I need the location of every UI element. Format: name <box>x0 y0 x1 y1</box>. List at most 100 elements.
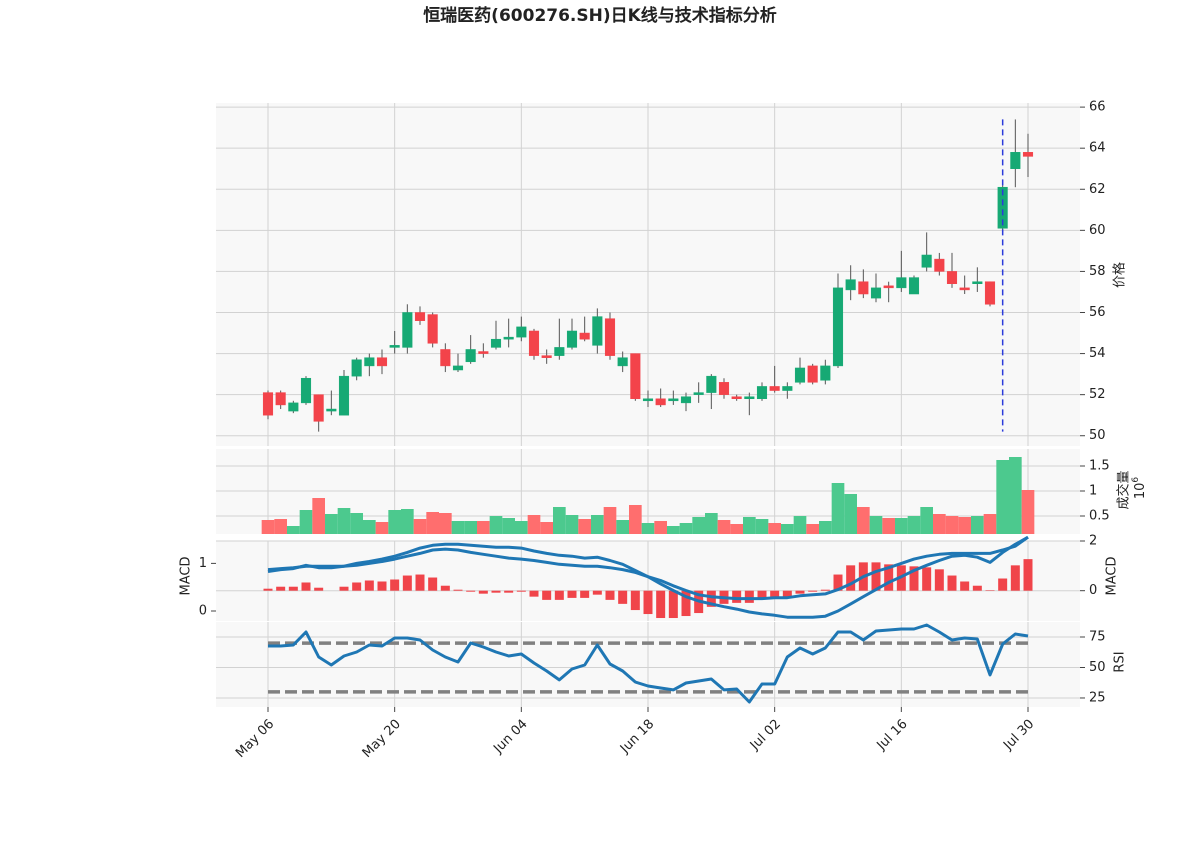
macd-histogram-bar <box>504 590 514 593</box>
candle-body <box>883 285 894 289</box>
macd-histogram-bar <box>314 587 324 591</box>
macd-histogram-bar <box>491 590 501 593</box>
macd-histogram-bar <box>529 590 539 597</box>
volume-bar <box>882 518 895 534</box>
candle-body <box>794 367 806 383</box>
candle-body <box>465 349 476 363</box>
candle-body <box>731 396 742 400</box>
candle-body <box>807 365 818 383</box>
y-tick-label: 1 <box>1089 484 1097 499</box>
volume-bar <box>464 521 477 534</box>
candle-body <box>693 392 704 395</box>
macd-histogram-bar <box>656 590 666 619</box>
candle-body <box>756 386 768 400</box>
candle-body <box>845 279 856 291</box>
macd-histogram-bar <box>909 566 919 591</box>
candle-body <box>452 365 464 371</box>
volume-bar <box>831 483 845 534</box>
volume-bar <box>920 507 933 534</box>
macd-histogram-bar <box>770 590 780 598</box>
candle-body <box>984 281 996 305</box>
volume-bar <box>540 522 553 534</box>
candle-body <box>908 277 920 295</box>
macd-histogram-bar <box>263 588 273 591</box>
macd-histogram-bar <box>339 586 349 591</box>
macd-histogram-bar <box>795 590 805 594</box>
y-tick-label: 50 <box>1089 660 1106 675</box>
y-tick-label: 56 <box>1089 305 1106 320</box>
volume-bar <box>781 524 794 534</box>
volume-bar <box>274 519 287 534</box>
volume-bar <box>869 516 883 534</box>
volume-bar <box>261 520 275 534</box>
volume-bar <box>578 519 591 534</box>
candle-body <box>959 287 970 291</box>
candle-body <box>528 330 540 356</box>
macd-histogram-bar <box>364 580 374 591</box>
x-tick-label: Jun 04 <box>490 717 530 757</box>
y-tick-label: 50 <box>1089 428 1106 443</box>
macd-histogram-bar <box>871 562 881 591</box>
macd-histogram-bar <box>428 577 438 591</box>
candle-body <box>427 314 438 344</box>
candle-body <box>566 330 578 348</box>
macd-histogram-bar <box>630 590 640 611</box>
candle-body <box>503 336 514 340</box>
macd-histogram-bar <box>592 590 602 595</box>
candle-body <box>300 377 312 404</box>
candle-body <box>921 254 932 268</box>
macd-histogram-bar <box>833 574 843 591</box>
candle-body <box>655 398 666 406</box>
candle-body <box>668 398 679 402</box>
volume-bar <box>287 526 300 534</box>
candle-body <box>478 351 489 354</box>
volume-bar <box>489 516 503 534</box>
macd-histogram-bar <box>808 590 818 592</box>
macd-histogram-bar <box>782 590 792 597</box>
y-tick-label: 52 <box>1089 387 1106 402</box>
volume-bar <box>819 521 832 534</box>
macd-histogram-bar <box>846 565 856 591</box>
axis-offset-base: 10 <box>1133 483 1148 500</box>
candle-body <box>313 394 324 422</box>
candle-body <box>769 386 780 391</box>
volume-bar <box>768 523 781 534</box>
candle-body <box>554 347 565 356</box>
macd-histogram-bar <box>1010 565 1020 591</box>
candle-body <box>1022 152 1034 157</box>
candle-body <box>946 271 958 284</box>
y-tick-label: 0 <box>1089 583 1097 598</box>
volume-bar <box>895 518 908 534</box>
macd-histogram-bar <box>643 590 653 615</box>
volume-bar <box>996 460 1009 534</box>
candle-body <box>680 396 692 404</box>
candle-body <box>782 386 793 391</box>
macd-histogram-bar <box>377 581 387 591</box>
macd-histogram-bar <box>681 590 691 617</box>
volume-bar <box>616 520 629 534</box>
macd-histogram-bar <box>440 585 450 591</box>
macd-histogram-bar <box>922 567 932 591</box>
candle-body <box>858 281 869 295</box>
y-axis-label: RSI <box>1113 651 1128 672</box>
volume-bar <box>439 513 452 534</box>
volume-bar <box>629 505 642 534</box>
macd-histogram-bar <box>972 585 982 591</box>
candle-body <box>896 277 907 289</box>
macd-histogram-bar <box>580 590 590 598</box>
candle-body <box>389 345 400 348</box>
candle-body <box>604 318 616 356</box>
candle-body <box>642 398 654 402</box>
volume-bar <box>325 514 338 534</box>
volume-bar <box>299 510 313 534</box>
y-tick-label: 66 <box>1089 100 1106 115</box>
x-tick-label: Jun 18 <box>617 717 657 757</box>
macd-histogram-bar <box>1023 559 1033 591</box>
candle-body <box>440 349 451 367</box>
volume-bar <box>730 524 743 534</box>
axis-offset-exponent: 6 <box>1131 477 1141 483</box>
candle-body <box>744 396 755 400</box>
rsi-line <box>268 623 1029 704</box>
